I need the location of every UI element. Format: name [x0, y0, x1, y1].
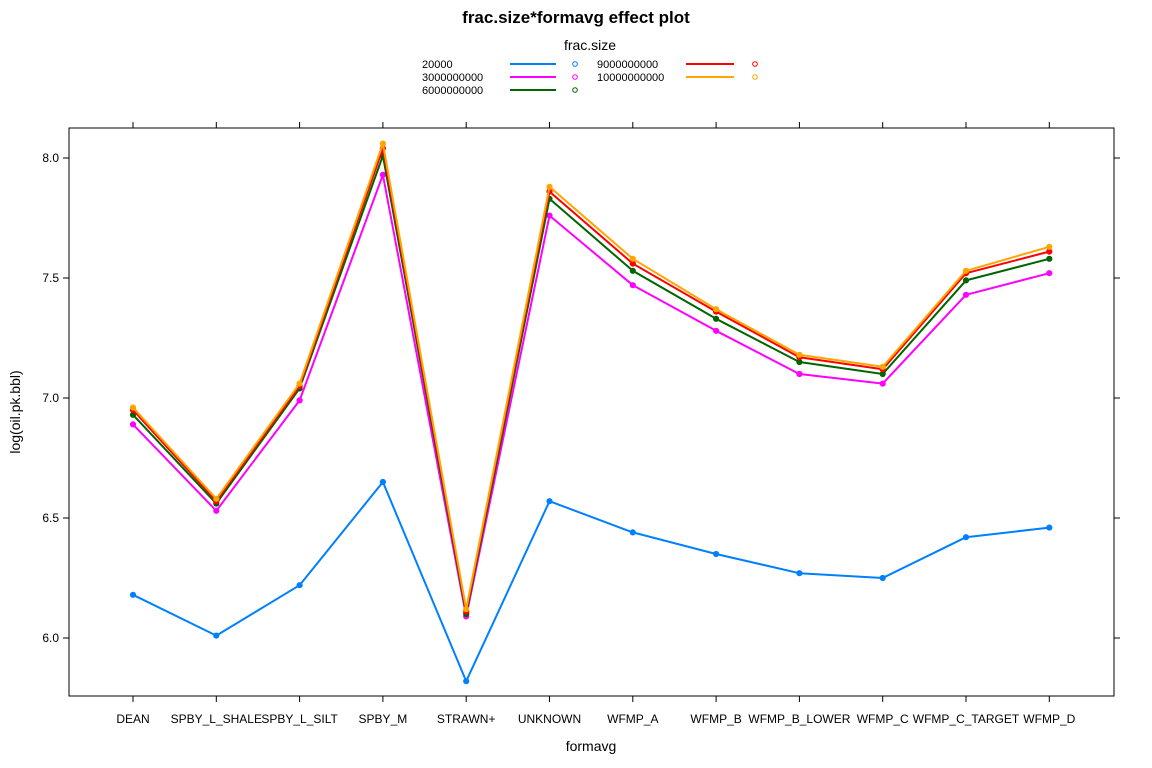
x-tick-label: WFMP_D [1023, 712, 1075, 726]
series-10000000000 [129, 140, 1053, 613]
data-point [713, 315, 720, 322]
legend-label: 20000 [422, 59, 453, 71]
data-point [713, 306, 720, 313]
x-tick-label: WFMP_B_LOWER [748, 712, 850, 726]
data-point [129, 591, 137, 598]
series-20000 [129, 478, 1053, 685]
data-point [796, 570, 803, 577]
legend-label: 10000000000 [597, 72, 664, 84]
data-point [1046, 524, 1053, 531]
legend-symbol [752, 61, 758, 67]
y-tick-label: 8.0 [42, 151, 59, 165]
data-point [879, 574, 886, 582]
data-point [463, 606, 470, 613]
x-axis-label: formavg [566, 738, 617, 754]
series-3000000000 [129, 171, 1053, 620]
data-point [129, 421, 137, 428]
data-point [296, 582, 303, 589]
legend-label: 3000000000 [422, 72, 483, 84]
legend-symbol [572, 74, 578, 80]
data-point [962, 534, 970, 541]
x-tick-label: SPBY_L_SHALE [171, 712, 262, 726]
data-point [879, 380, 886, 387]
legend-symbol [572, 87, 578, 93]
y-axis-label: log(oil.pk.bbl) [7, 370, 23, 453]
y-tick-label: 6.0 [42, 631, 59, 645]
x-tick-label: WFMP_A [607, 712, 658, 726]
data-point [213, 632, 220, 639]
data-point [1046, 255, 1053, 262]
data-point [879, 363, 886, 370]
data-point [796, 370, 803, 378]
x-tick-label: WFMP_C [857, 712, 909, 726]
data-point [213, 495, 220, 502]
y-tick-label: 6.5 [42, 511, 59, 525]
data-point [546, 498, 553, 505]
data-point [796, 351, 803, 358]
data-point [713, 550, 720, 558]
chart-title: frac.size*formavg effect plot [462, 8, 690, 27]
data-point [379, 478, 386, 486]
data-point [629, 282, 636, 289]
series-line [132, 481, 1050, 683]
data-point [546, 212, 553, 219]
x-tick-label: DEAN [116, 712, 149, 726]
plot-panel [68, 127, 1115, 697]
x-tick-label: SPBY_M [359, 712, 408, 726]
series-line [132, 142, 1050, 611]
data-point [629, 255, 636, 262]
legend-label: 6000000000 [422, 85, 483, 97]
series-9000000000 [129, 145, 1053, 615]
data-point [1046, 243, 1053, 250]
x-tick-label: WFMP_B [690, 712, 741, 726]
data-point [379, 171, 386, 178]
series-group [129, 140, 1053, 685]
legend-label: 9000000000 [597, 59, 658, 71]
y-tick-label: 7.0 [42, 391, 59, 405]
series-line [132, 147, 1050, 613]
data-point [1046, 270, 1053, 277]
x-tick-label: SPBY_L_SILT [261, 712, 338, 726]
data-point [546, 183, 553, 190]
data-point [962, 291, 970, 298]
data-point [129, 404, 137, 411]
data-point [962, 267, 970, 274]
series-line [132, 154, 1050, 615]
axes: DEAN SPBY_L_SHALE SPBY_L_SILT SPBY_M STRAWN+… [42, 122, 1120, 726]
y-tick-label: 7.5 [42, 271, 59, 285]
data-point [296, 397, 303, 404]
legend-title: frac.size [564, 37, 616, 53]
x-tick-label: UNKNOWN [518, 712, 581, 726]
x-tick-label: STRAWN+ [437, 712, 496, 726]
legend-symbol [572, 61, 578, 67]
data-point [962, 277, 970, 284]
series-line [132, 173, 1050, 618]
data-point [296, 380, 303, 387]
x-tick-label: WFMP_C_TARGET [913, 712, 1020, 726]
data-point [629, 267, 636, 274]
data-point [713, 327, 720, 334]
legend-symbol [752, 74, 758, 80]
data-point [213, 507, 220, 514]
data-point [629, 529, 636, 536]
data-point [379, 140, 386, 147]
data-point [463, 678, 470, 685]
